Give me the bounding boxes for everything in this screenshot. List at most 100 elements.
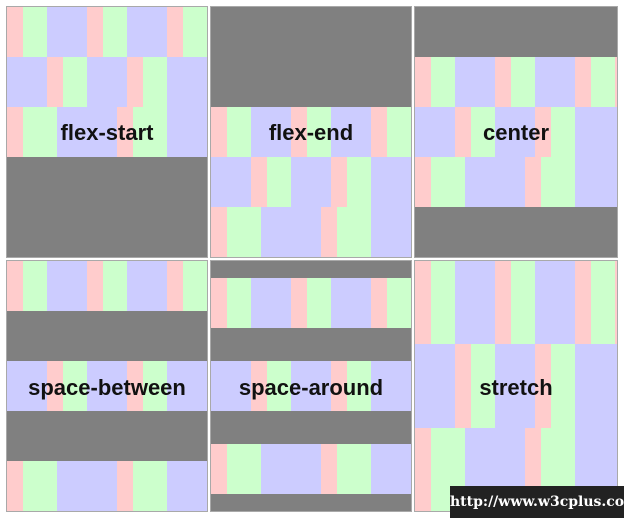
flex-item <box>411 107 412 157</box>
flex-item <box>495 107 535 157</box>
flex-item <box>615 261 617 344</box>
flex-item <box>267 157 291 207</box>
flex-item <box>47 57 63 107</box>
flex-item <box>211 157 251 207</box>
flex-item <box>183 261 207 311</box>
watermark: http://www.w3cplus.com <box>450 486 624 518</box>
flex-item <box>347 361 371 411</box>
flex-item <box>207 361 208 411</box>
flex-item <box>211 361 251 411</box>
flex-item <box>455 57 495 107</box>
flex-item <box>511 261 535 344</box>
flex-item <box>133 107 167 157</box>
flex-line <box>7 107 207 157</box>
flex-item <box>535 57 575 107</box>
flex-item <box>261 207 321 257</box>
flex-item <box>167 361 207 411</box>
flex-item <box>23 261 47 311</box>
flex-item <box>143 57 167 107</box>
flex-item <box>7 7 23 57</box>
flex-item <box>347 157 371 207</box>
flex-item <box>103 7 127 57</box>
flex-item <box>47 361 63 411</box>
flex-item <box>455 107 471 157</box>
flex-item <box>411 361 412 411</box>
flex-item <box>87 7 103 57</box>
flex-item <box>227 278 251 328</box>
flex-line <box>7 261 207 311</box>
flex-item <box>431 261 455 344</box>
flex-item <box>615 107 617 157</box>
flex-item <box>127 7 167 57</box>
flex-item <box>511 57 535 107</box>
flex-item <box>495 57 511 107</box>
flex-item <box>371 107 387 157</box>
flex-item <box>103 261 127 311</box>
flex-item <box>211 278 227 328</box>
flex-item <box>575 107 615 157</box>
flex-line <box>211 361 411 411</box>
flex-item <box>7 57 47 107</box>
flex-item <box>535 261 575 344</box>
flex-line <box>211 278 411 328</box>
flex-line <box>211 107 411 157</box>
flex-line <box>7 7 207 57</box>
flex-item <box>117 461 133 511</box>
flex-item <box>207 7 208 57</box>
flex-item <box>415 344 455 428</box>
flex-item <box>227 107 251 157</box>
flex-item <box>7 261 23 311</box>
flex-item <box>267 361 291 411</box>
panel-space-around: space-around <box>210 260 412 512</box>
flex-item <box>465 157 525 207</box>
flex-item <box>251 361 267 411</box>
flex-line <box>211 157 411 207</box>
flex-item <box>331 107 371 157</box>
flex-line <box>415 157 617 207</box>
flex-item <box>471 107 495 157</box>
flex-item <box>471 344 495 428</box>
flex-item <box>337 444 371 494</box>
flex-item <box>321 444 337 494</box>
flex-item <box>575 261 591 344</box>
flex-item <box>551 107 575 157</box>
flex-item <box>291 361 331 411</box>
flex-item <box>7 107 23 157</box>
flex-item <box>251 157 267 207</box>
flex-item <box>387 278 411 328</box>
flex-item <box>133 461 167 511</box>
flex-line <box>415 107 617 157</box>
flex-item <box>541 157 575 207</box>
flex-item <box>167 57 207 107</box>
panel-flex-end: flex-end <box>210 6 412 258</box>
flex-item <box>211 207 227 257</box>
flex-item <box>127 261 167 311</box>
flex-item <box>411 157 412 207</box>
flex-item <box>431 57 455 107</box>
flex-item <box>261 444 321 494</box>
flex-item <box>307 107 331 157</box>
flex-item <box>23 461 57 511</box>
flex-item <box>127 57 143 107</box>
flex-line <box>415 57 617 107</box>
flex-item <box>371 278 387 328</box>
flex-line <box>211 444 411 494</box>
panel-stretch: stretch <box>414 260 618 512</box>
flex-item <box>57 107 117 157</box>
flex-item <box>551 344 575 428</box>
flex-item <box>535 344 551 428</box>
flex-item <box>211 444 227 494</box>
flex-item <box>117 107 133 157</box>
flex-item <box>307 278 331 328</box>
flex-item <box>167 7 183 57</box>
flex-item <box>167 461 207 511</box>
flex-item <box>167 107 207 157</box>
flex-item <box>415 261 431 344</box>
flex-item <box>167 261 183 311</box>
flex-item <box>371 444 411 494</box>
flex-item <box>431 157 465 207</box>
flex-item <box>591 261 615 344</box>
flex-item <box>87 361 127 411</box>
flex-item <box>387 107 411 157</box>
flex-item <box>331 278 371 328</box>
